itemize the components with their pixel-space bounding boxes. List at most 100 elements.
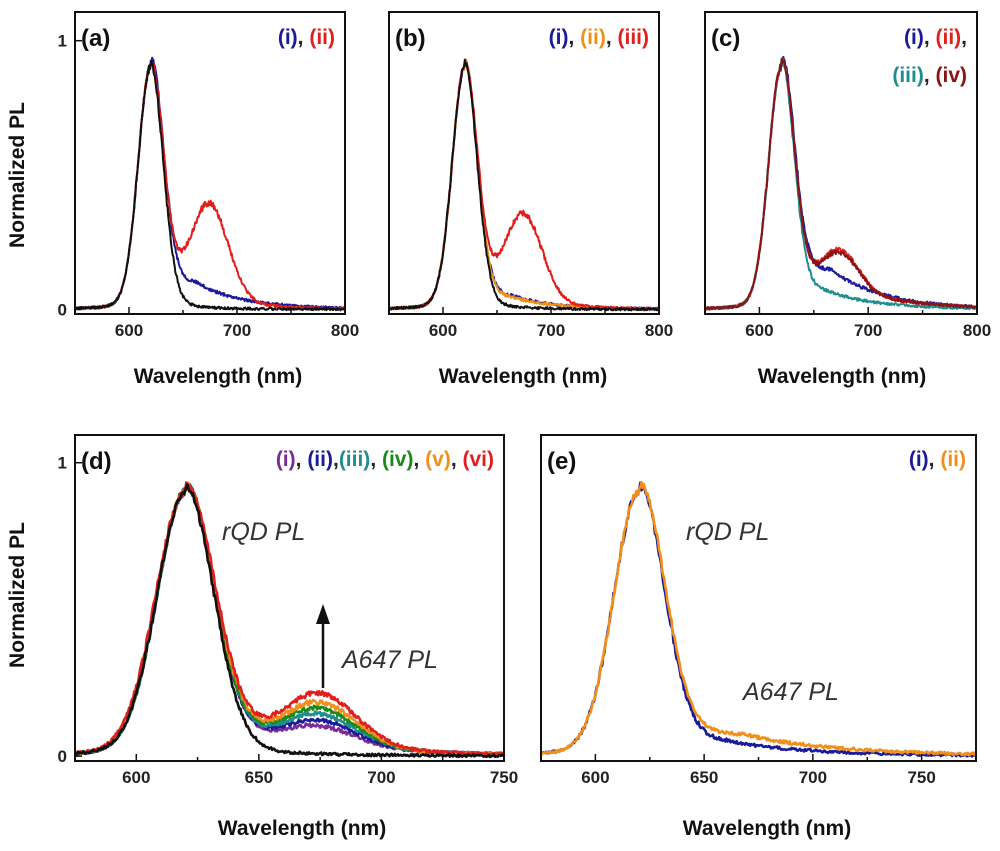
- x-tick-label: 600: [745, 321, 773, 340]
- series-line-reference: [75, 482, 504, 759]
- legend-separator: ,: [924, 26, 936, 49]
- series-group: [389, 58, 659, 312]
- panel-b: 600 700 800 (b) (i), (ii), (iii): [388, 11, 673, 340]
- legend-separator: ,: [606, 26, 618, 49]
- x-tick-label: 700: [223, 321, 251, 340]
- x-tick-label: 700: [367, 768, 395, 787]
- legend-separator: ,: [961, 26, 967, 49]
- legend-separator: ,: [569, 26, 581, 49]
- legend-entry-i: (i): [278, 26, 298, 49]
- y-tick-label: 0: [58, 747, 67, 766]
- panel-label: (e): [547, 448, 576, 475]
- series-line-vi: [75, 481, 504, 757]
- x-tick-label: 650: [690, 768, 718, 787]
- legend-entry-i: (i): [276, 448, 296, 471]
- y-axis-title-bottom: Normalized PL: [6, 522, 29, 668]
- legend-separator: ,: [333, 448, 339, 471]
- series-line-ii: [389, 58, 659, 311]
- series-line-iii: [705, 58, 977, 311]
- x-axis-title-a: Wavelength (nm): [134, 365, 302, 388]
- x-tick-label: 600: [115, 321, 143, 340]
- legend-entry-ii: (ii): [940, 448, 966, 471]
- series-line-iv: [705, 57, 977, 311]
- legend-entry-ii: (ii): [309, 26, 335, 49]
- series-group: [541, 481, 976, 758]
- series-group: [75, 56, 345, 312]
- legend-separator: ,: [451, 448, 463, 471]
- plot-area-group: 600 700 800 0 1 (a) (i), (ii) 600 700 800 (b) (i), …: [58, 11, 991, 787]
- x-tick-label: 600: [429, 321, 457, 340]
- legend-separator: ,: [929, 448, 941, 471]
- series-group: [705, 55, 977, 311]
- legend-entry-iii: (iii): [618, 26, 650, 49]
- legend-entry-ii: (ii): [936, 26, 962, 49]
- legend-entry-v: (v): [425, 448, 451, 471]
- x-tick-label: 750: [490, 768, 518, 787]
- legend-entry-iv: (iv): [382, 448, 414, 471]
- x-tick-label: 800: [645, 321, 673, 340]
- y-axis-title-top: Normalized PL: [6, 102, 29, 248]
- legend-entry-i: (i): [549, 26, 569, 49]
- x-tick-label: 700: [537, 321, 565, 340]
- x-tick-label: 600: [581, 768, 609, 787]
- panel-label: (b): [395, 25, 426, 52]
- y-tick-label: 0: [58, 300, 67, 319]
- legend-entry-iii: (iii): [339, 448, 371, 471]
- legend-line: (iii), (iv): [892, 64, 967, 87]
- legend-entry-vi: (vi): [463, 448, 495, 471]
- panel-c: 600 700 800 (c) (i), (ii), (iii), (iv): [704, 11, 991, 340]
- legend-separator: ,: [370, 448, 382, 471]
- x-tick-label: 800: [963, 321, 991, 340]
- x-axis-title-b: Wavelength (nm): [439, 365, 607, 388]
- y-tick-label: 1: [58, 454, 67, 473]
- legend-entry-i: (i): [904, 26, 924, 49]
- series-line-reference: [389, 58, 659, 312]
- x-axis-title-e: Wavelength (nm): [683, 817, 851, 840]
- x-tick-label: 600: [122, 768, 150, 787]
- legend-entry-ii: (ii): [307, 448, 333, 471]
- series-group: [75, 481, 504, 759]
- y-tick-label: 1: [58, 32, 67, 51]
- legend-entry-iv: (iv): [936, 64, 968, 87]
- legend-entry-iii: (iii): [892, 64, 924, 87]
- panel-d: 600 650 700 750 0 1 (d) (i), (ii),(iii), (iv), …: [58, 434, 518, 787]
- series-line-ii: [705, 57, 977, 311]
- legend-line: (i), (ii),(iii), (iv), (v), (vi): [276, 448, 494, 471]
- x-tick-label: 700: [854, 321, 882, 340]
- legend-entry-i: (i): [909, 448, 929, 471]
- arrow-head-icon: [316, 604, 330, 624]
- x-tick-label: 650: [245, 768, 273, 787]
- legend-entry-ii: (ii): [580, 26, 606, 49]
- x-tick-label: 700: [799, 768, 827, 787]
- series-line-iii: [389, 59, 659, 311]
- panel-e: 600 650 700 750 (e) (i), (ii) rQD PL A647 PL: [540, 434, 977, 787]
- panel-label: (d): [81, 448, 112, 475]
- legend-line: (i), (ii), (iii): [549, 26, 649, 49]
- annotation-rqd: rQD PL: [686, 518, 769, 546]
- legend-separator: ,: [296, 448, 308, 471]
- panel-a: 600 700 800 0 1 (a) (i), (ii): [58, 11, 359, 340]
- x-axis-title-c: Wavelength (nm): [758, 365, 926, 388]
- plot-frame: [74, 11, 346, 315]
- series-line-i: [75, 56, 345, 311]
- legend-separator: ,: [413, 448, 425, 471]
- series-line-ii: [75, 62, 345, 311]
- x-tick-label: 750: [907, 768, 935, 787]
- legend-separator: ,: [924, 64, 936, 87]
- panel-label: (c): [711, 25, 740, 52]
- plot-frame: [704, 11, 978, 315]
- series-line-reference: [75, 59, 345, 312]
- panel-label: (a): [81, 25, 110, 52]
- plot-frame: [388, 11, 660, 315]
- plot-frame: [540, 434, 977, 762]
- annotation-rqd: rQD PL: [222, 518, 305, 546]
- legend-line: (i), (ii),: [904, 26, 967, 49]
- annotation-a647: A647 PL: [340, 646, 438, 674]
- series-line-i: [705, 55, 977, 311]
- series-line-i: [389, 59, 659, 311]
- x-tick-label: 800: [331, 321, 359, 340]
- legend-line: (i), (ii): [909, 448, 966, 471]
- legend-line: (i), (ii): [278, 26, 335, 49]
- plot-frame: [74, 434, 505, 762]
